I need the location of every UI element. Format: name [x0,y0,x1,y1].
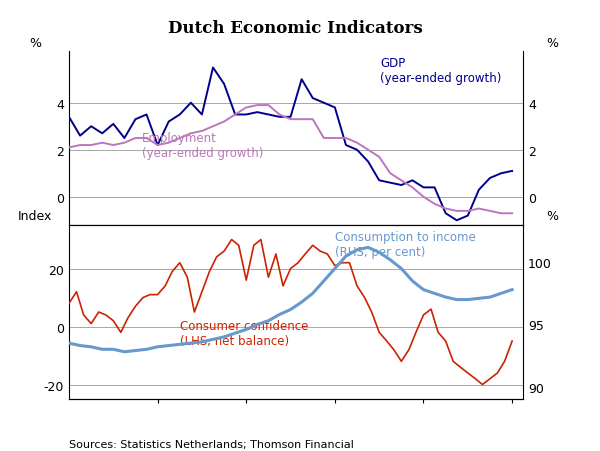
Text: Index: Index [18,209,52,222]
Text: Sources: Statistics Netherlands; Thomson Financial: Sources: Statistics Netherlands; Thomson… [69,439,354,449]
Text: Dutch Economic Indicators: Dutch Economic Indicators [169,20,423,37]
Text: %: % [29,37,41,50]
Text: GDP
(year-ended growth): GDP (year-ended growth) [380,57,502,85]
Text: %: % [547,209,559,222]
Text: Consumer confidence
(LHS, net balance): Consumer confidence (LHS, net balance) [180,319,308,347]
Text: Employment
(year-ended growth): Employment (year-ended growth) [142,132,263,160]
Text: %: % [547,37,559,50]
Text: Consumption to income
(RHS, per cent): Consumption to income (RHS, per cent) [335,231,475,258]
